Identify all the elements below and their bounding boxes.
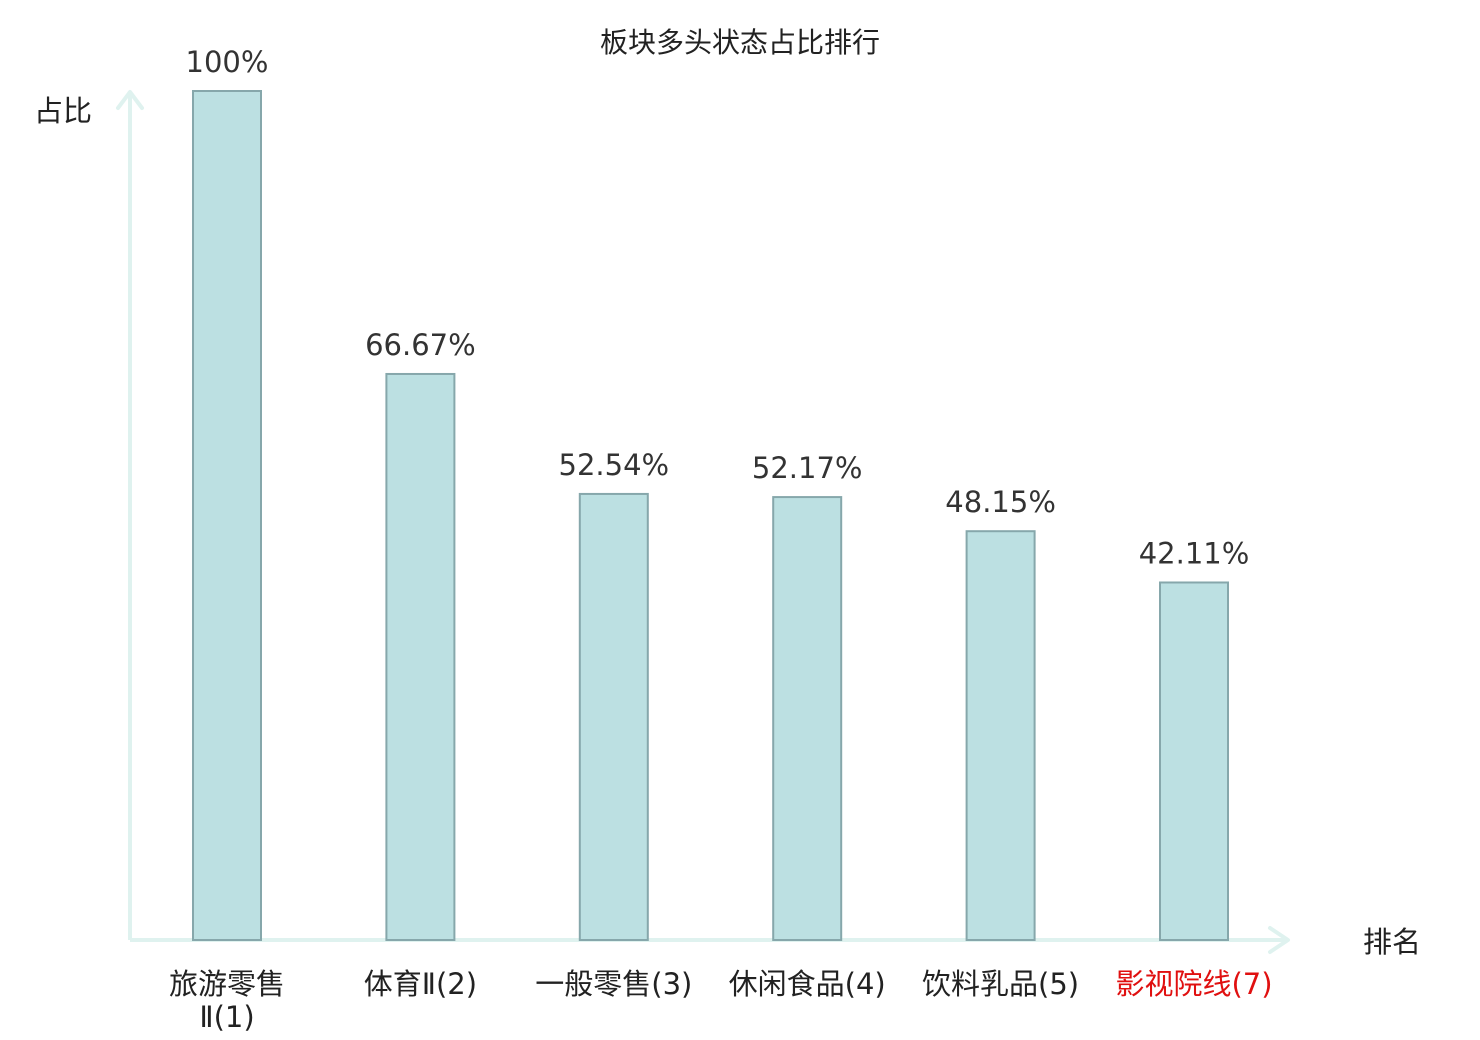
- bar: [965, 530, 1036, 941]
- data-label: 66.67%: [365, 328, 476, 362]
- bars-group: [192, 90, 1229, 942]
- bar: [772, 496, 843, 941]
- bar: [1159, 581, 1229, 941]
- y-axis: [116, 90, 144, 940]
- data-label: 48.15%: [945, 485, 1056, 519]
- tick-label: 影视院线(7): [1115, 967, 1272, 1001]
- bar: [578, 492, 649, 941]
- bar: [192, 90, 262, 941]
- tick-label: 休闲食品(4): [729, 967, 886, 1001]
- tick-label: Ⅱ(1): [199, 1000, 254, 1034]
- data-label: 100%: [186, 45, 269, 79]
- tick-label: 旅游零售: [169, 967, 285, 1001]
- y-axis-label: 占比: [34, 94, 92, 128]
- tick-label: 饮料乳品(5): [922, 967, 1079, 1001]
- x-axis-label: 排名: [1363, 925, 1421, 959]
- tick-label: 体育Ⅱ(2): [364, 967, 477, 1001]
- data-label: 52.54%: [559, 448, 670, 482]
- x-axis: [130, 926, 1290, 954]
- chart-title: 板块多头状态占比排行: [600, 26, 880, 59]
- data-label: 42.11%: [1139, 536, 1250, 570]
- data-label: 52.17%: [752, 451, 863, 485]
- bar: [385, 372, 456, 942]
- value-labels-group: 100% 66.67% 52.54% 52.17% 48.15% 42.11%: [186, 45, 1250, 570]
- tick-label: 一般零售(3): [535, 967, 692, 1001]
